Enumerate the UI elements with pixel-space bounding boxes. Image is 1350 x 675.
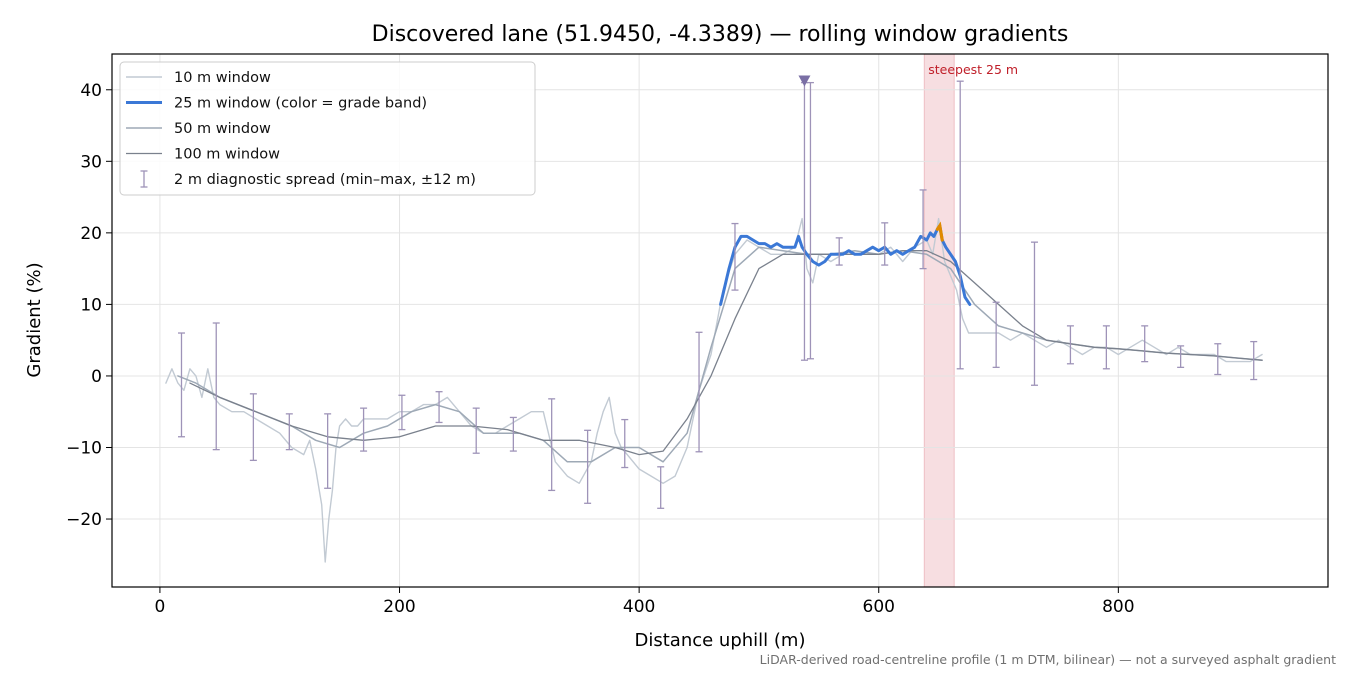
error-bar xyxy=(177,332,185,438)
y-tick-label: 20 xyxy=(80,224,102,244)
error-bar xyxy=(835,237,843,266)
error-bar xyxy=(1066,325,1074,365)
errorbar-layer xyxy=(177,75,1258,509)
error-bar xyxy=(360,407,368,452)
clipped-marker xyxy=(798,75,811,87)
y-tick-label: −10 xyxy=(66,438,102,458)
error-bar xyxy=(919,189,927,270)
steepest-band xyxy=(923,53,955,588)
error-bar xyxy=(584,429,592,504)
y-tick-label: 10 xyxy=(80,295,102,315)
x-tick-label: 800 xyxy=(1102,597,1134,617)
highlight-band-layer: steepest 25 m xyxy=(923,53,1018,588)
error-bar xyxy=(992,301,1000,369)
error-bar xyxy=(881,222,889,266)
error-bar xyxy=(472,407,480,454)
legend-entry: 100 m window xyxy=(126,147,280,163)
x-tick-label: 600 xyxy=(863,597,895,617)
error-bar xyxy=(1214,343,1222,376)
error-bar xyxy=(509,416,517,452)
chart-title: Discovered lane (51.9450, -4.3389) — rol… xyxy=(372,22,1069,47)
legend-label: 2 m diagnostic spread (min–max, ±12 m) xyxy=(174,172,476,188)
x-tick-label: 400 xyxy=(623,597,655,617)
error-bar xyxy=(731,222,739,291)
error-bar xyxy=(806,81,814,360)
legend-entry: 50 m window xyxy=(126,121,271,137)
legend-label: 100 m window xyxy=(174,147,280,163)
error-bar xyxy=(1250,340,1258,381)
legend-entry: 2 m diagnostic spread (min–max, ±12 m) xyxy=(140,170,476,188)
error-bar xyxy=(657,466,665,509)
series-line-1 xyxy=(165,217,1263,563)
error-bar xyxy=(621,418,629,469)
y-tick-label: −20 xyxy=(66,510,102,530)
error-bar xyxy=(548,398,556,492)
series-layer xyxy=(165,217,1263,563)
plot-frame xyxy=(111,53,1329,588)
series-steep-segment xyxy=(935,221,944,242)
error-bar xyxy=(324,413,332,489)
error-bar xyxy=(1030,241,1038,386)
error-bar xyxy=(398,394,406,431)
error-bar xyxy=(956,80,964,370)
legend-label: 50 m window xyxy=(174,121,271,137)
legend-label: 25 m window (color = grade band) xyxy=(174,96,427,112)
legend-label: 10 m window xyxy=(174,70,271,86)
error-bar xyxy=(212,322,220,451)
error-bar xyxy=(435,391,443,424)
error-bar xyxy=(1177,345,1185,369)
error-bar xyxy=(695,331,703,453)
x-axis-label: Distance uphill (m) xyxy=(635,630,806,651)
footnote: LiDAR-derived road-centreline profile (1… xyxy=(760,652,1336,667)
x-tick-label: 200 xyxy=(383,597,415,617)
y-tick-label: 30 xyxy=(80,152,102,172)
tick-layer: 0 200 400 600 800 −20 −10 0 10 20 30 40 xyxy=(66,81,1134,617)
x-tick-label: 0 xyxy=(155,597,166,617)
legend-box xyxy=(119,61,536,196)
legend-entry: 10 m window xyxy=(126,70,271,86)
steepest-band-label: steepest 25 m xyxy=(928,62,1018,77)
y-tick-label: 40 xyxy=(80,81,102,101)
error-bar xyxy=(1141,325,1149,363)
y-tick-label: 0 xyxy=(91,367,102,387)
y-axis-label: Gradient (%) xyxy=(24,262,45,377)
legend-entry: 25 m window (color = grade band) xyxy=(126,96,427,112)
legend: 10 m window 25 m window (color = grade ba… xyxy=(119,61,536,196)
error-bar xyxy=(285,413,293,451)
error-bar xyxy=(249,393,257,462)
error-bar xyxy=(1102,325,1110,370)
